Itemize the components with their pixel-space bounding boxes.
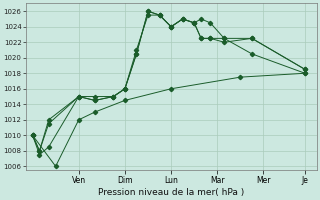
- X-axis label: Pression niveau de la mer( hPa ): Pression niveau de la mer( hPa ): [98, 188, 244, 197]
